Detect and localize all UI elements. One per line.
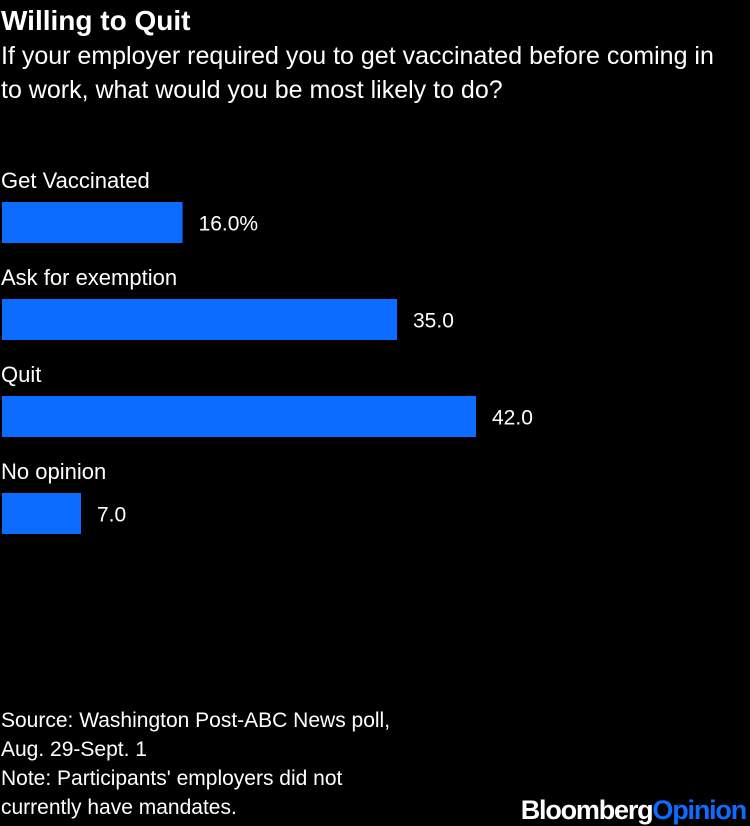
source-line-1: Source: Washington Post-ABC News poll, (1, 709, 391, 732)
note-line-2: currently have mandates. (1, 796, 237, 819)
bar-no-opinion (2, 493, 81, 534)
category-label-ask-for-exemption: Ask for exemption (1, 265, 177, 290)
logo-opinion: Opinion (652, 795, 747, 825)
bar-ask-for-exemption (2, 299, 397, 340)
chart-subtitle: If your employer required you to get vac… (1, 42, 714, 104)
bar-chart: Get Vaccinated 16.0% Ask for exemption 35.0… (1, 168, 533, 534)
value-label-ask-for-exemption: 35.0 (413, 310, 454, 333)
chart-title: Willing to Quit (1, 5, 191, 36)
bar-quit (2, 396, 476, 437)
bar-get-vaccinated (2, 202, 183, 243)
category-label-no-opinion: No opinion (1, 459, 106, 484)
chart-footer: Source: Washington Post-ABC News poll, A… (1, 706, 481, 822)
category-label-quit: Quit (1, 362, 41, 387)
value-label-quit: 42.0 (492, 407, 533, 430)
value-label-get-vaccinated: 16.0% (199, 213, 259, 236)
category-label-get-vaccinated: Get Vaccinated (1, 168, 150, 193)
value-label-no-opinion: 7.0 (97, 504, 126, 527)
bloomberg-opinion-logo: BloombergOpinion (520, 794, 747, 826)
source-line-2: Aug. 29-Sept. 1 (1, 738, 147, 761)
note-line-1: Note: Participants' employers did not (1, 767, 343, 790)
logo-brand: Bloomberg (520, 795, 654, 825)
